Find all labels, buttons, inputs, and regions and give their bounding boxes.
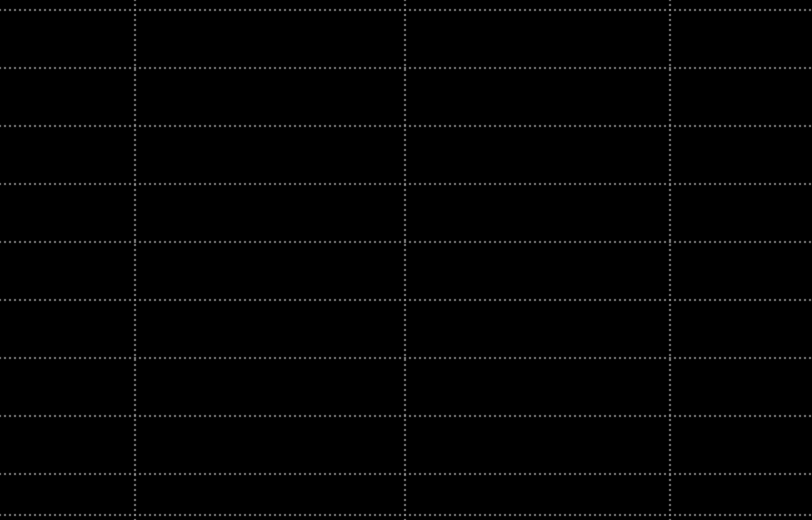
grid-chart — [0, 0, 812, 520]
